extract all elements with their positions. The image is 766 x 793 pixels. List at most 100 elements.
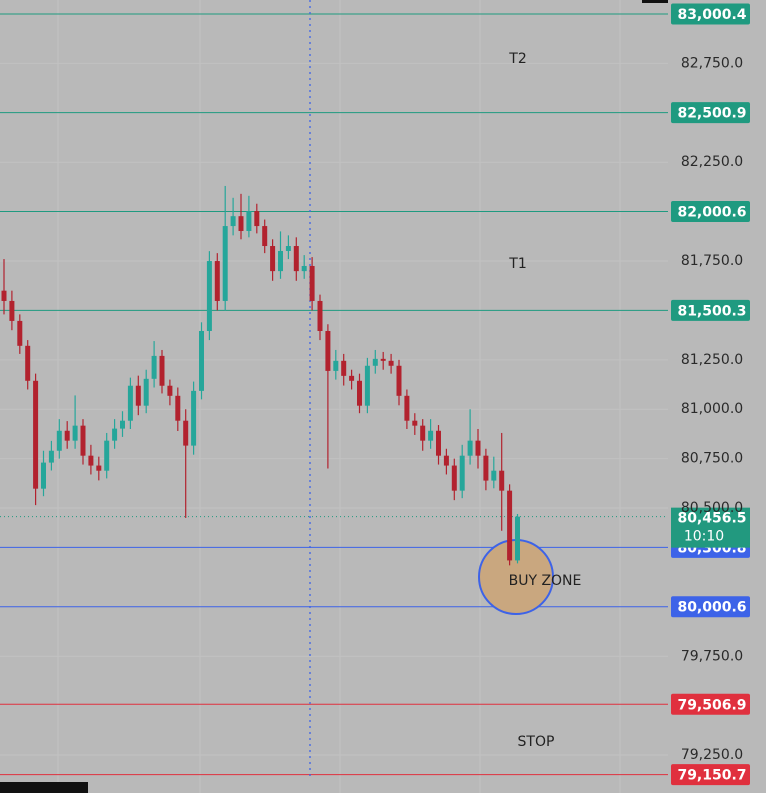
toolbar-edge xyxy=(0,782,88,793)
candle-body xyxy=(451,465,457,491)
toolbar-edge xyxy=(642,0,668,3)
candle-body xyxy=(183,420,189,446)
candle-body xyxy=(459,455,465,491)
candle-body xyxy=(309,265,315,301)
grid xyxy=(0,62,668,756)
level-label: 82,000.6 xyxy=(677,205,746,221)
y-tick-label: 81,000.0 xyxy=(681,401,743,417)
level-label: 83,000.4 xyxy=(677,7,746,23)
candle-body xyxy=(151,355,157,379)
candle-body xyxy=(436,430,441,456)
candle-body xyxy=(270,246,276,272)
candle-body xyxy=(396,365,402,396)
candle-body xyxy=(278,250,283,272)
candle-body xyxy=(293,246,299,272)
annotations: T2 T1 BUY ZONE STOP xyxy=(508,51,581,750)
candle-body xyxy=(72,425,78,441)
price-label-box xyxy=(671,693,750,715)
annotation: STOP xyxy=(518,734,555,750)
vertical-grid xyxy=(57,0,621,793)
y-tick-label: 79,250.0 xyxy=(681,747,743,763)
price-label-box xyxy=(671,596,750,618)
candle-body xyxy=(175,395,181,421)
candle-body xyxy=(159,355,165,386)
y-tick-label: 81,750.0 xyxy=(681,253,743,269)
price-label-box xyxy=(671,3,750,25)
level-label: 80,000.6 xyxy=(677,600,746,616)
candle-body xyxy=(388,360,394,366)
candle-body xyxy=(443,455,449,466)
candle-body xyxy=(25,345,31,381)
y-tick-label: 80,500.0 xyxy=(681,500,743,516)
candle-body xyxy=(230,216,236,227)
candle-body xyxy=(135,385,141,406)
last-price-box xyxy=(671,507,750,548)
y-tick-label: 79,750.0 xyxy=(681,648,743,664)
candle-body xyxy=(325,330,331,371)
candle-body xyxy=(428,430,434,441)
candle-body xyxy=(88,455,94,466)
price-label-box xyxy=(671,102,750,124)
candle-body xyxy=(17,320,23,346)
candle-body xyxy=(206,261,212,331)
candle-body xyxy=(364,365,370,406)
price-label-box xyxy=(671,299,750,321)
price-label-box xyxy=(671,201,750,223)
candle-body xyxy=(499,470,505,491)
y-tick-label: 81,250.0 xyxy=(681,352,743,368)
level-label: 79,150.7 xyxy=(677,768,746,784)
candle-body xyxy=(1,290,7,301)
candle-body xyxy=(254,211,260,227)
level-label: 79,506.9 xyxy=(677,697,746,713)
candle-body xyxy=(404,395,410,421)
levels: 83,000.482,500.982,000.681,500.380,300.8… xyxy=(0,3,750,786)
candle-body xyxy=(515,516,520,561)
candle-body xyxy=(112,428,118,441)
candle-body xyxy=(333,360,339,371)
candle-body xyxy=(380,358,386,361)
y-tick-label: 82,750.0 xyxy=(681,55,743,71)
candle-body xyxy=(372,358,378,366)
candle-body xyxy=(341,360,347,376)
candle-body xyxy=(120,420,125,429)
candle-body xyxy=(475,440,481,456)
y-tick-label: 82,250.0 xyxy=(681,154,743,170)
countdown-label: 10:10 xyxy=(684,529,724,545)
candle-body xyxy=(56,430,62,451)
candle-body xyxy=(491,470,497,481)
candle-body xyxy=(317,300,323,331)
candle-body xyxy=(238,216,244,232)
candle-body xyxy=(104,440,110,471)
candles xyxy=(1,185,520,566)
candle-body xyxy=(64,430,70,441)
candle-body xyxy=(222,226,228,301)
level-label: 81,500.3 xyxy=(677,303,746,319)
candle-body xyxy=(143,378,149,406)
candle-body xyxy=(167,385,173,396)
y-tick-label: 80,750.0 xyxy=(681,451,743,467)
annotation: BUY ZONE xyxy=(509,573,582,589)
annotation: T1 xyxy=(508,256,526,272)
candle-body xyxy=(483,455,489,481)
candle-body xyxy=(214,261,220,301)
annotation: T2 xyxy=(508,51,526,67)
price-label-box xyxy=(671,764,750,786)
candle-body xyxy=(33,380,39,489)
candle-body xyxy=(262,226,268,247)
candle-body xyxy=(96,465,102,471)
candle-body xyxy=(246,211,252,232)
candle-body xyxy=(48,450,54,463)
candle-body xyxy=(191,390,197,446)
candle-body xyxy=(9,300,15,321)
candle-body xyxy=(467,440,473,456)
candle-body xyxy=(420,425,426,441)
candle-body xyxy=(285,246,291,251)
candle-body xyxy=(80,425,86,456)
candle-body xyxy=(357,380,362,406)
candle-body xyxy=(412,420,418,426)
candle-body xyxy=(127,385,133,421)
candle-body xyxy=(349,375,355,381)
